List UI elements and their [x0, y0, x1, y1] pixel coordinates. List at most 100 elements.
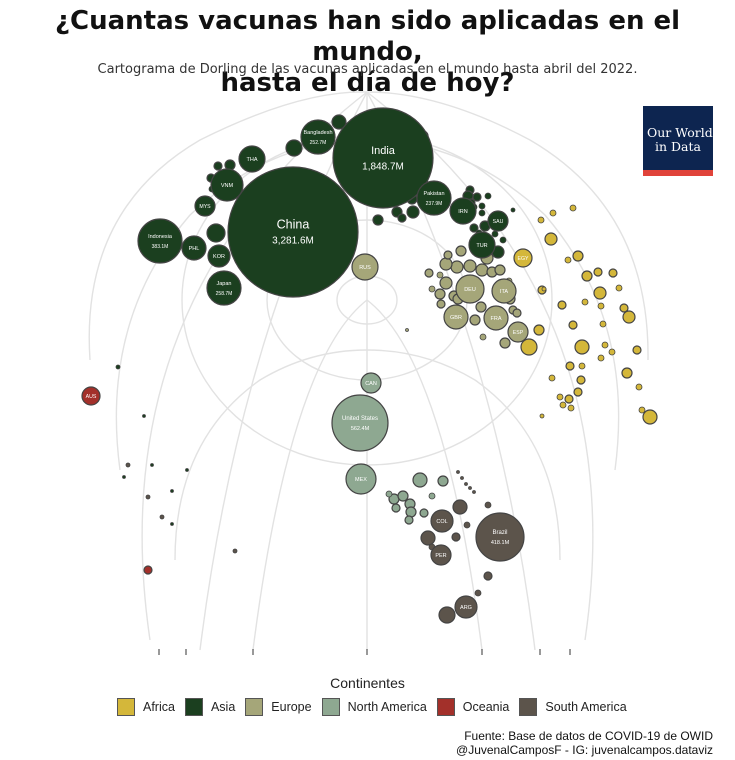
bubble-label-egy: EGY	[518, 256, 529, 262]
bubble-ita	[491, 278, 517, 304]
country-bubble	[463, 259, 477, 273]
bubble-can	[360, 372, 382, 394]
dorling-cartogram: China 3,281.6M India 1,848.7M United States 5…	[81, 91, 658, 655]
country-bubble	[539, 413, 545, 419]
country-bubble	[581, 298, 589, 306]
country-bubble	[452, 499, 468, 515]
country-bubble	[385, 490, 393, 498]
bubble-label-aus: AUS	[86, 394, 97, 400]
country-bubble	[475, 263, 489, 277]
legend-swatch	[184, 698, 203, 716]
country-bubble	[567, 404, 575, 412]
bubble-per	[430, 544, 452, 566]
legend-swatch	[436, 698, 455, 716]
country-bubble	[565, 361, 575, 371]
country-bubble	[474, 589, 482, 597]
bubble-tur	[468, 231, 496, 259]
graticule-line	[366, 91, 594, 641]
bubble-label-phl: PHL	[189, 246, 200, 252]
bubble-arg	[454, 595, 478, 619]
country-bubble	[499, 337, 511, 349]
country-bubble	[472, 192, 482, 202]
country-bubble	[556, 393, 564, 401]
country-bubble	[512, 308, 522, 318]
country-bubble	[557, 300, 567, 310]
bubble-label-can: CAN	[365, 381, 377, 387]
bubble-label-tur: TUR	[476, 243, 487, 249]
bubble-label-col: COL	[436, 519, 447, 525]
bubble-indonesia	[137, 218, 183, 264]
country-bubble	[615, 284, 623, 292]
title-line-1: ¿Cuantas vacunas han sido aplicadas en e…	[54, 6, 681, 67]
country-bubble	[599, 320, 607, 328]
legend-item-africa: Africa	[117, 698, 175, 716]
country-bubble	[424, 268, 434, 278]
country-bubble	[478, 209, 486, 217]
country-bubble	[438, 606, 456, 624]
bubble-label-vnm: VNM	[221, 183, 234, 189]
bubble-col	[430, 509, 454, 533]
country-bubble	[372, 214, 384, 226]
country-bubble	[638, 406, 646, 414]
country-bubble	[619, 303, 629, 313]
country-bubble	[428, 285, 436, 293]
bubble-label-gbr: GBR	[450, 315, 462, 321]
country-bubble	[621, 367, 633, 379]
country-bubble	[122, 475, 126, 479]
bubble-value-bangladesh: 252.7M	[310, 140, 327, 146]
legend-title: Continentes	[330, 675, 405, 691]
bubble-value-india: 1,848.7M	[362, 162, 404, 173]
country-bubble	[451, 532, 461, 542]
bubble-esp	[507, 321, 529, 343]
legend-label: South America	[545, 700, 627, 714]
bubble-mex	[345, 463, 377, 495]
bubble-china	[227, 166, 359, 298]
bubble-brazil	[475, 512, 525, 562]
country-bubble	[491, 230, 499, 238]
country-bubble	[484, 192, 492, 200]
bubble-label-per: PER	[435, 553, 446, 559]
legend-label: Europe	[271, 700, 312, 714]
bubble-mys	[194, 195, 216, 217]
country-bubble	[601, 341, 609, 349]
country-bubble	[632, 345, 642, 355]
country-bubble	[115, 364, 121, 370]
legend-item-oceania: Oceania	[436, 698, 509, 716]
graticule-line	[366, 299, 483, 651]
source-line-1: Fuente: Base de datos de COVID-19 de OWI…	[464, 729, 713, 743]
country-bubble	[150, 463, 154, 467]
bubble-label-bangladesh: Bangladesh	[303, 130, 332, 136]
country-bubble	[456, 470, 460, 474]
bubble-sau	[487, 210, 509, 232]
graticule-line	[252, 299, 368, 651]
legend: Africa Asia Europe North America Oceania…	[117, 698, 637, 716]
source-note: Fuente: Base de datos de COVID-19 de OWI…	[456, 729, 713, 757]
bubble-label-indonesia: Indonesia	[148, 234, 173, 240]
country-bubble	[159, 514, 165, 520]
bubble-label-tha: THA	[247, 157, 258, 163]
source-line-2: @JuvenalCamposF - IG: juvenalcampos.data…	[456, 743, 713, 757]
bubble-label-brazil: Brazil	[492, 530, 507, 536]
bubble-label-arg: ARG	[460, 605, 472, 611]
country-bubble	[537, 216, 545, 224]
bubble-deu	[455, 274, 485, 304]
country-bubble	[597, 302, 605, 310]
country-bubble	[406, 205, 420, 219]
country-bubble	[469, 223, 479, 233]
legend-swatch	[321, 698, 340, 716]
country-bubble	[544, 232, 558, 246]
country-bubble	[412, 472, 428, 488]
owid-logo: Our World in Data	[643, 106, 713, 176]
bubble-value-china: 3,281.6M	[272, 236, 314, 247]
country-bubble	[484, 501, 492, 509]
country-bubble	[463, 521, 471, 529]
legend-swatch	[519, 698, 538, 716]
chart-subtitle: Cartograma de Dorling de las vacunas apl…	[97, 62, 638, 77]
country-bubble	[499, 236, 507, 244]
country-bubble	[405, 328, 409, 332]
bubble-label-mys: MYS	[199, 204, 211, 210]
country-bubble	[439, 276, 453, 290]
bubble-label-sau: SAU	[493, 219, 504, 225]
country-bubble	[494, 264, 506, 276]
legend-item-south-america: South America	[519, 698, 627, 716]
